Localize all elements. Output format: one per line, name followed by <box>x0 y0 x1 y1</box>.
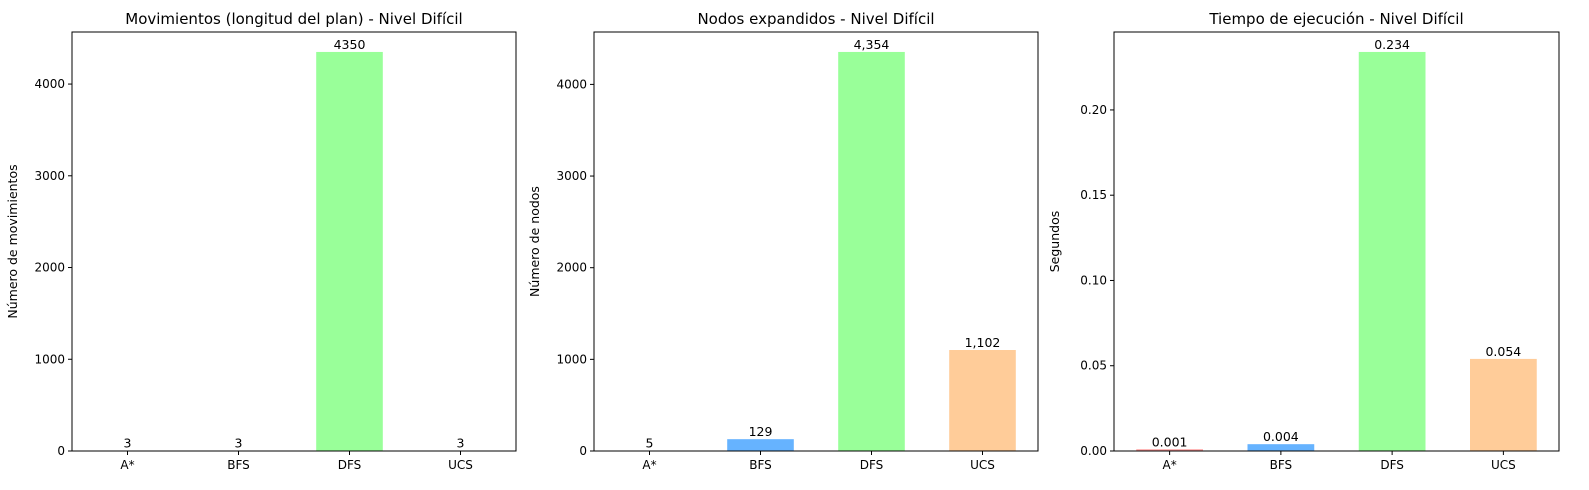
y-tick-label: 0.10 <box>1080 273 1107 287</box>
y-tick-label: 2000 <box>34 261 65 275</box>
bar-dfs <box>1358 51 1426 451</box>
chart-title: Nodos expandidos - Nivel Difícil <box>697 10 934 28</box>
x-tick-label: UCS <box>970 458 995 472</box>
data-label: 3 <box>457 436 465 451</box>
y-tick-label: 1000 <box>556 352 587 366</box>
data-label: 4350 <box>334 37 366 52</box>
data-label: 1,102 <box>965 335 1001 350</box>
x-tick-label: BFS <box>749 458 772 472</box>
x-tick-label: DFS <box>338 458 362 472</box>
bar-ucs <box>949 350 1016 451</box>
chart-panel-1: 3 3 4350 3 0 1000 2000 3000 4000 A* BFS DFS UCS Movim… <box>5 10 517 472</box>
plot-frame <box>1113 31 1560 452</box>
data-label: 0.004 <box>1263 429 1299 444</box>
x-tick-label: A* <box>120 458 134 472</box>
x-tick-label: UCS <box>1491 458 1516 472</box>
bar-bfs <box>1247 444 1315 451</box>
data-label: 3 <box>124 436 132 451</box>
chart-panel-2: 5 129 4,354 1,102 0 1000 2000 3000 4000 A* BFS DFS U… <box>527 10 1039 472</box>
bar-astar <box>1136 449 1203 451</box>
y-tick-label: 0.00 <box>1080 444 1107 458</box>
bar-bfs <box>727 439 794 451</box>
data-label: 129 <box>749 424 773 439</box>
y-tick-label: 4000 <box>34 77 65 91</box>
y-tick-label: 0 <box>579 444 587 458</box>
chart-title: Tiempo de ejecución - Nivel Difícil <box>1208 10 1463 28</box>
y-tick-label: 4000 <box>556 77 587 91</box>
x-tick-label: A* <box>1163 458 1177 472</box>
chart-title: Movimientos (longitud del plan) - Nivel … <box>125 10 462 28</box>
y-tick-label: 3000 <box>556 169 587 183</box>
data-label: 0.234 <box>1374 37 1410 52</box>
data-label: 5 <box>646 436 654 451</box>
x-tick-label: BFS <box>1270 458 1293 472</box>
x-tick-label: DFS <box>1380 458 1404 472</box>
chart-panel-3: 0.001 0.004 0.234 0.054 0.00 0.05 0.10 0.15 0.20… <box>1047 10 1560 472</box>
bar-dfs <box>316 51 383 451</box>
x-tick-label: DFS <box>860 458 884 472</box>
data-label: 3 <box>235 436 243 451</box>
y-tick-label: 2000 <box>556 261 587 275</box>
x-tick-label: UCS <box>448 458 473 472</box>
x-tick-label: BFS <box>227 458 250 472</box>
y-tick-label: 0.05 <box>1080 359 1107 373</box>
y-axis-label: Segundos <box>1047 211 1062 273</box>
y-tick-label: 0.20 <box>1080 103 1107 117</box>
y-axis-label: Número de movimientos <box>5 164 20 318</box>
y-tick-label: 1000 <box>34 352 65 366</box>
bar-ucs <box>1470 358 1537 451</box>
plot-frame <box>593 31 1039 452</box>
data-label: 0.001 <box>1152 434 1188 449</box>
data-label: 4,354 <box>854 37 890 52</box>
data-label: 0.054 <box>1485 344 1521 359</box>
y-tick-label: 0.15 <box>1080 188 1107 202</box>
x-tick-label: A* <box>642 458 656 472</box>
y-axis-label: Número de nodos <box>527 186 542 297</box>
y-tick-label: 3000 <box>34 169 65 183</box>
y-tick-label: 0 <box>57 444 65 458</box>
bar-dfs <box>838 51 905 451</box>
plot-frame <box>71 31 517 452</box>
